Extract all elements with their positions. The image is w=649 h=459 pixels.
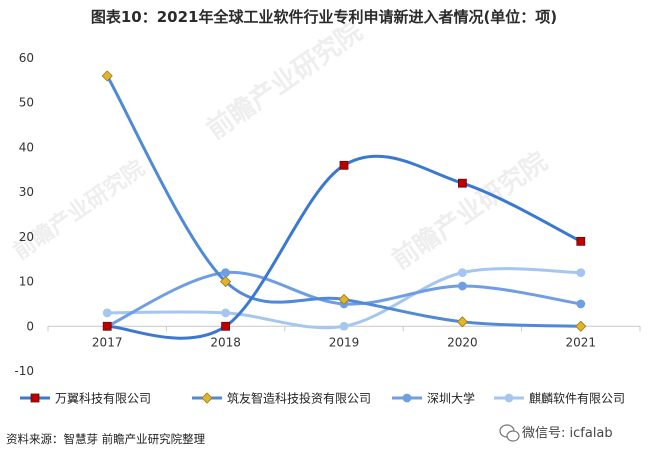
data-point bbox=[221, 321, 231, 331]
y-axis: -10 0 10 20 30 40 50 60 bbox=[14, 51, 34, 378]
x-tick-label: 2018 bbox=[210, 335, 241, 349]
watermark-text: 前瞻产业研究院 bbox=[386, 146, 553, 276]
legend-item: 麒麟软件有限公司 bbox=[494, 391, 625, 406]
watermark-text: 前瞻产业研究院 bbox=[201, 16, 368, 146]
y-tick-label: 10 bbox=[19, 275, 34, 289]
y-tick-label: 0 bbox=[26, 319, 34, 333]
series-layer bbox=[101, 70, 587, 340]
source-note: 资料来源：智慧芽 前瞻产业研究院整理 bbox=[6, 432, 206, 446]
x-tick-label: 2021 bbox=[566, 335, 597, 349]
watermark-group: 前瞻产业研究院 前瞻产业研究院 前瞻产业研究院 bbox=[9, 16, 554, 276]
data-point bbox=[221, 268, 231, 278]
y-tick-label: 40 bbox=[19, 140, 34, 154]
data-point bbox=[456, 316, 468, 328]
data-point bbox=[339, 321, 349, 331]
data-point bbox=[101, 70, 113, 82]
series-line bbox=[105, 74, 583, 328]
data-point bbox=[457, 178, 467, 188]
legend-label: 筑友智造科技投资有限公司 bbox=[227, 391, 371, 406]
y-tick-label: 30 bbox=[19, 185, 34, 199]
data-point bbox=[102, 321, 112, 331]
data-point bbox=[102, 308, 112, 318]
wechat-icon bbox=[499, 424, 520, 442]
legend-swatch-marker bbox=[201, 392, 213, 404]
data-point bbox=[220, 276, 232, 288]
data-point bbox=[576, 268, 586, 278]
data-point bbox=[575, 320, 587, 332]
y-tick-label: 50 bbox=[19, 96, 34, 110]
data-point bbox=[576, 299, 586, 309]
data-point bbox=[457, 268, 467, 278]
legend-swatch-marker bbox=[402, 393, 412, 403]
data-point bbox=[221, 308, 231, 318]
legend-item: 筑友智造科技投资有限公司 bbox=[192, 391, 371, 406]
legend-item: 万翼科技有限公司 bbox=[20, 392, 151, 406]
legend: 万翼科技有限公司 筑友智造科技投资有限公司 深圳大学 麒麟软件有限公司 bbox=[20, 391, 625, 406]
y-tick-label: 60 bbox=[19, 51, 34, 65]
data-point bbox=[457, 281, 467, 291]
legend-swatch-marker bbox=[30, 393, 40, 403]
x-tick-label: 2020 bbox=[447, 335, 478, 349]
watermark-text: 前瞻产业研究院 bbox=[9, 155, 150, 265]
data-point bbox=[576, 236, 586, 246]
wechat-badge: 微信号: icfalab bbox=[499, 424, 613, 442]
x-tick-label: 2017 bbox=[92, 335, 123, 349]
y-tick-label: -10 bbox=[14, 364, 34, 378]
data-point bbox=[338, 293, 350, 306]
y-tick-label: 20 bbox=[19, 230, 34, 244]
legend-label: 万翼科技有限公司 bbox=[55, 392, 151, 406]
chart-title: 图表10：2021年全球工业软件行业专利申请新进入者情况(单位：项) bbox=[91, 8, 557, 26]
legend-label: 麒麟软件有限公司 bbox=[529, 391, 625, 406]
x-tick-label: 2019 bbox=[329, 335, 360, 349]
legend-swatch-marker bbox=[504, 393, 514, 403]
legend-item: 深圳大学 bbox=[392, 391, 475, 406]
wechat-id: 微信号: icfalab bbox=[522, 426, 613, 441]
legend-label: 深圳大学 bbox=[427, 391, 475, 406]
data-point bbox=[339, 160, 349, 170]
